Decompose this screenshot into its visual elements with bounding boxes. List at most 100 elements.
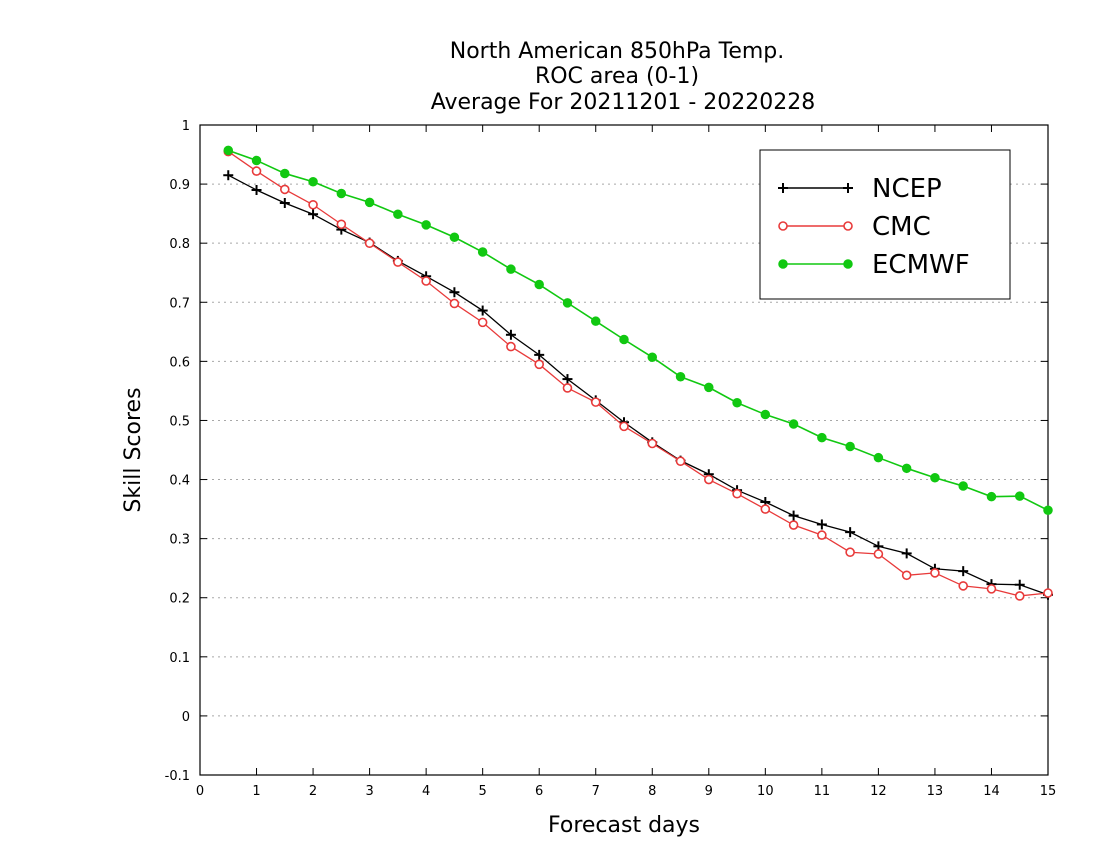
data-point xyxy=(1043,505,1053,516)
x-tick-label: 12 xyxy=(870,784,887,799)
data-point xyxy=(778,183,788,193)
data-point xyxy=(364,238,375,248)
x-tick-label: 0 xyxy=(196,784,204,799)
data-point xyxy=(873,549,884,559)
x-tick-label: 11 xyxy=(814,784,831,799)
data-point xyxy=(590,397,601,407)
data-point xyxy=(930,568,940,578)
x-tick-label: 7 xyxy=(592,784,600,799)
data-point xyxy=(760,409,771,420)
y-tick-label: 0.8 xyxy=(169,237,190,252)
data-point xyxy=(817,530,827,540)
data-point xyxy=(421,220,431,230)
legend-label: CMC xyxy=(872,212,931,242)
data-point xyxy=(778,259,788,269)
data-point xyxy=(619,421,629,432)
chart-title: North American 850hPa Temp. ROC area (0-… xyxy=(431,39,816,115)
legend-item-cmc: CMC xyxy=(778,212,931,242)
title-line-1: North American 850hPa Temp. xyxy=(450,39,785,64)
data-point xyxy=(223,170,234,181)
data-point xyxy=(562,374,573,385)
data-point xyxy=(817,432,827,443)
data-point xyxy=(986,584,997,594)
data-point xyxy=(619,334,629,345)
data-point xyxy=(505,329,516,340)
data-point xyxy=(788,419,799,429)
data-point xyxy=(1043,588,1053,598)
data-point xyxy=(845,527,856,538)
data-point xyxy=(675,371,686,382)
data-point xyxy=(562,298,573,308)
data-point xyxy=(590,316,601,326)
x-tick-label: 14 xyxy=(983,784,1000,799)
legend: NCEP CMC ECMWF xyxy=(759,149,1011,300)
y-tick-label: 0.4 xyxy=(169,474,190,489)
data-point xyxy=(704,382,714,393)
data-point xyxy=(506,341,516,352)
data-point xyxy=(251,185,262,195)
x-tick-label: 4 xyxy=(422,784,430,799)
y-axis: -0.1 0 0.1 0.2 0.3 0.4 0.5 0.6 0.7 0.8 0.9 1 xyxy=(165,119,1048,784)
y-tick-label: 0.3 xyxy=(169,533,190,548)
data-point xyxy=(562,383,573,393)
series-layer xyxy=(223,145,1053,601)
x-tick-label: 8 xyxy=(648,784,656,799)
legend-box xyxy=(759,149,1011,300)
y-tick-label: 0.5 xyxy=(169,414,190,429)
title-line-2: ROC area (0-1) xyxy=(535,64,699,89)
data-point xyxy=(477,317,488,328)
x-tick-label: 15 xyxy=(1040,784,1057,799)
y-tick-label: 0.2 xyxy=(169,592,190,607)
data-point xyxy=(760,504,771,514)
data-point xyxy=(986,491,997,502)
data-point xyxy=(308,209,319,220)
data-point xyxy=(506,264,516,274)
data-point xyxy=(251,166,262,176)
data-point xyxy=(393,209,403,219)
data-point xyxy=(534,349,545,360)
data-point xyxy=(873,452,884,463)
y-tick-label: 0.6 xyxy=(169,355,190,370)
series-ecmwf xyxy=(223,145,1053,516)
data-point xyxy=(647,438,658,449)
data-point xyxy=(393,257,403,267)
data-point xyxy=(477,305,488,316)
data-point xyxy=(279,198,290,208)
data-point xyxy=(788,510,799,521)
data-point xyxy=(1014,491,1025,501)
x-tick-label: 6 xyxy=(535,784,543,799)
data-point xyxy=(477,247,488,257)
data-point xyxy=(421,276,431,286)
data-point xyxy=(449,298,460,309)
data-point xyxy=(843,221,853,231)
y-tick-label: 0.7 xyxy=(169,296,190,311)
data-point xyxy=(901,570,912,581)
legend-item-ecmwf: ECMWF xyxy=(778,250,970,280)
legend-label: NCEP xyxy=(872,174,942,204)
series-cmc xyxy=(223,146,1053,601)
x-tick-label: 2 xyxy=(309,784,317,799)
data-point xyxy=(449,232,460,243)
data-point xyxy=(778,221,788,231)
y-tick-label: 1 xyxy=(182,119,190,134)
data-point xyxy=(534,359,545,370)
x-tick-label: 5 xyxy=(479,784,487,799)
data-point xyxy=(930,473,940,483)
y-axis-label: Skill Scores xyxy=(121,387,146,512)
data-point xyxy=(1014,579,1025,590)
data-point xyxy=(223,145,234,156)
y-tick-label: 0.9 xyxy=(169,178,190,193)
data-point xyxy=(308,199,318,210)
y-tick-label: 0 xyxy=(182,710,190,725)
data-point xyxy=(675,456,686,467)
data-point xyxy=(843,259,853,269)
data-point xyxy=(788,520,799,530)
data-point xyxy=(1014,591,1025,601)
data-point xyxy=(449,287,460,298)
data-point xyxy=(845,547,855,558)
data-point xyxy=(845,441,855,452)
data-point xyxy=(308,176,318,187)
data-point xyxy=(280,168,290,179)
data-point xyxy=(901,548,912,559)
data-point xyxy=(958,581,969,591)
